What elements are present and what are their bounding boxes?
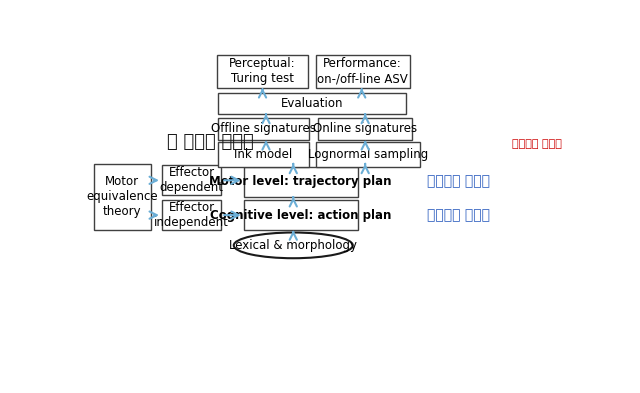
FancyBboxPatch shape: [218, 143, 309, 167]
Text: অ্জন দেব: অ্জন দেব: [428, 174, 490, 188]
Text: Evaluation: Evaluation: [281, 97, 344, 110]
Text: Lognormal sampling: Lognormal sampling: [308, 148, 428, 161]
Text: Motor level: trajectory plan: Motor level: trajectory plan: [209, 175, 392, 188]
FancyBboxPatch shape: [93, 163, 150, 230]
Text: Effector
independent: Effector independent: [154, 201, 229, 229]
FancyBboxPatch shape: [218, 118, 309, 140]
Text: Lexical & morphology: Lexical & morphology: [229, 239, 357, 252]
FancyBboxPatch shape: [318, 118, 412, 140]
Text: Motor
equivalence
theory: Motor equivalence theory: [86, 175, 158, 219]
Text: Offline signatures: Offline signatures: [211, 122, 316, 135]
FancyBboxPatch shape: [217, 55, 308, 88]
FancyBboxPatch shape: [162, 200, 221, 230]
Ellipse shape: [234, 233, 353, 258]
FancyBboxPatch shape: [316, 143, 420, 167]
Text: স ্জন দেব: স ্জন দেব: [167, 134, 253, 151]
FancyBboxPatch shape: [244, 200, 358, 230]
Text: Performance:
on-/off-line ASV: Performance: on-/off-line ASV: [317, 57, 408, 85]
Text: অ্জন দেব: অ্জন দেব: [511, 139, 561, 149]
Text: Cognitive level: action plan: Cognitive level: action plan: [210, 209, 392, 222]
FancyBboxPatch shape: [244, 167, 358, 197]
FancyBboxPatch shape: [316, 55, 410, 88]
Text: অ্জন দেব: অ্জন দেব: [428, 208, 490, 222]
Text: Perceptual:
Turing test: Perceptual: Turing test: [229, 57, 296, 85]
FancyBboxPatch shape: [162, 165, 221, 195]
FancyBboxPatch shape: [218, 93, 406, 114]
Text: Ink model: Ink model: [234, 148, 292, 161]
Text: Effector
dependent: Effector dependent: [159, 166, 223, 194]
Text: Online signatures: Online signatures: [313, 122, 417, 135]
